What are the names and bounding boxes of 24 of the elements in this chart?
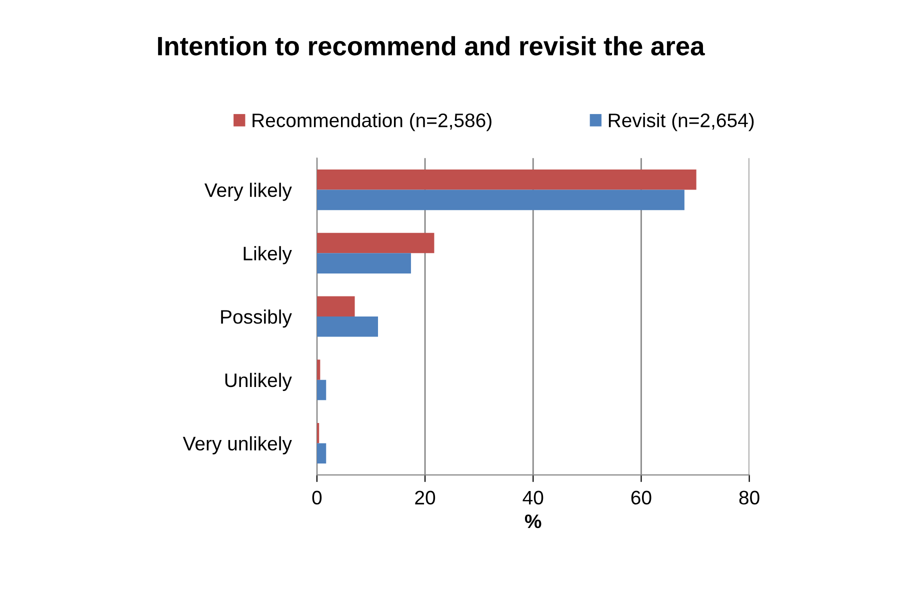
bar xyxy=(316,443,326,464)
y-tick-label: Unlikely xyxy=(225,372,292,391)
bar xyxy=(316,170,696,190)
bar xyxy=(316,316,378,337)
x-tick-label: 40 xyxy=(522,490,544,505)
y-tick-label: Possibly xyxy=(221,309,292,328)
bar xyxy=(316,190,684,210)
x-tick-label: 0 xyxy=(312,490,322,505)
bar xyxy=(316,296,355,317)
legend-label: Revisit (n=2,654) xyxy=(608,112,754,132)
y-tick-label: Very unlikely xyxy=(182,436,292,454)
x-tick-label: 60 xyxy=(631,490,652,505)
y-tick-label: Likely xyxy=(244,246,292,264)
x-tick-label: 80 xyxy=(739,490,760,505)
legend-label: Recommendation (n=2,586) xyxy=(252,112,492,132)
x-axis-title: % xyxy=(524,514,542,528)
y-tick-label: Very likely xyxy=(204,182,292,201)
bar xyxy=(316,360,320,380)
bar xyxy=(316,380,326,400)
chart-title: Intention to recommend and revisit the area xyxy=(158,36,705,56)
bar xyxy=(316,422,320,444)
x-tick-label: 20 xyxy=(415,490,436,505)
bar xyxy=(316,232,434,254)
bar xyxy=(316,253,411,274)
